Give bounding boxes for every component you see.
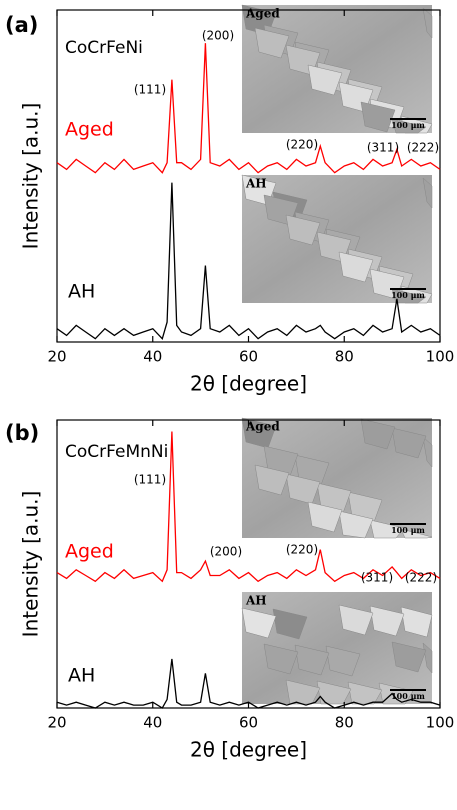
grain	[338, 510, 374, 539]
grain	[254, 464, 290, 496]
grain	[272, 608, 308, 640]
x-tick-label: 100	[426, 348, 455, 366]
grain	[400, 606, 433, 638]
x-tick-label: 60	[239, 714, 258, 732]
x-tick-label: 80	[335, 348, 354, 366]
panel-label: (a)	[5, 13, 38, 37]
grain	[263, 643, 299, 675]
grain	[391, 427, 427, 459]
x-tick-label: 40	[143, 348, 162, 366]
grain	[338, 251, 374, 283]
inset-label: Aged	[245, 420, 280, 434]
peak-label: (200)	[210, 545, 242, 559]
grain	[360, 101, 396, 133]
x-axis-label: 2θ [degree]	[190, 372, 307, 396]
xrd-line	[56, 43, 441, 174]
grain	[378, 682, 414, 705]
y-axis-label: Intensity [a.u.]	[19, 491, 43, 638]
series-label: AH	[68, 665, 95, 687]
grain	[285, 214, 321, 246]
grain	[369, 605, 405, 637]
grain	[307, 64, 343, 96]
grain	[369, 519, 405, 539]
grain	[338, 604, 374, 636]
scale-bar-label: 100 μm	[391, 691, 425, 701]
peak-label: (222)	[407, 141, 439, 155]
peak-label: (311)	[361, 571, 393, 585]
x-tick-label: 20	[47, 348, 66, 366]
inset-label: AH	[245, 594, 267, 608]
peak-label: (311)	[367, 141, 399, 155]
grain	[422, 436, 433, 468]
grain	[360, 418, 396, 450]
x-axis-label: 2θ [degree]	[190, 738, 307, 762]
y-axis-label: Intensity [a.u.]	[19, 103, 43, 250]
series-label: AH	[68, 281, 95, 303]
scale-bar-label: 100 μm	[391, 120, 425, 130]
grain	[422, 7, 433, 39]
grain	[294, 644, 330, 676]
scale-bar-label: 100 μm	[391, 525, 425, 535]
peak-label: (220)	[286, 138, 318, 152]
x-tick-label: 20	[47, 714, 66, 732]
peak-label: (220)	[286, 543, 318, 557]
x-tick-label: 60	[239, 348, 258, 366]
alloy-name: CoCrFeMnNi	[65, 442, 168, 462]
peak-label: (200)	[202, 29, 234, 43]
scale-bar-label: 100 μm	[391, 290, 425, 300]
xrd-line	[56, 431, 441, 583]
x-tick-label: 40	[143, 714, 162, 732]
x-tick-label: 100	[426, 714, 455, 732]
grain	[285, 679, 321, 705]
grain	[391, 641, 427, 673]
grain	[347, 681, 383, 705]
grain	[422, 177, 433, 209]
peak-label: (111)	[134, 83, 166, 97]
xrd-line	[56, 182, 441, 340]
series-label: Aged	[65, 119, 114, 141]
peak-label: (222)	[405, 571, 437, 585]
x-tick-label: 80	[335, 714, 354, 732]
panel-label: (b)	[5, 421, 39, 445]
grain	[241, 607, 277, 639]
peak-label: (111)	[134, 473, 166, 487]
series-label: Aged	[65, 541, 114, 563]
grain	[391, 288, 427, 304]
grain	[400, 528, 433, 539]
grain	[307, 501, 343, 533]
grain	[325, 645, 361, 677]
inset-label: Aged	[245, 7, 280, 21]
alloy-name: CoCrFeNi	[65, 38, 143, 58]
grain	[254, 27, 290, 59]
xrd-line	[56, 658, 441, 709]
grain	[391, 118, 427, 134]
inset-label: AH	[245, 177, 267, 191]
